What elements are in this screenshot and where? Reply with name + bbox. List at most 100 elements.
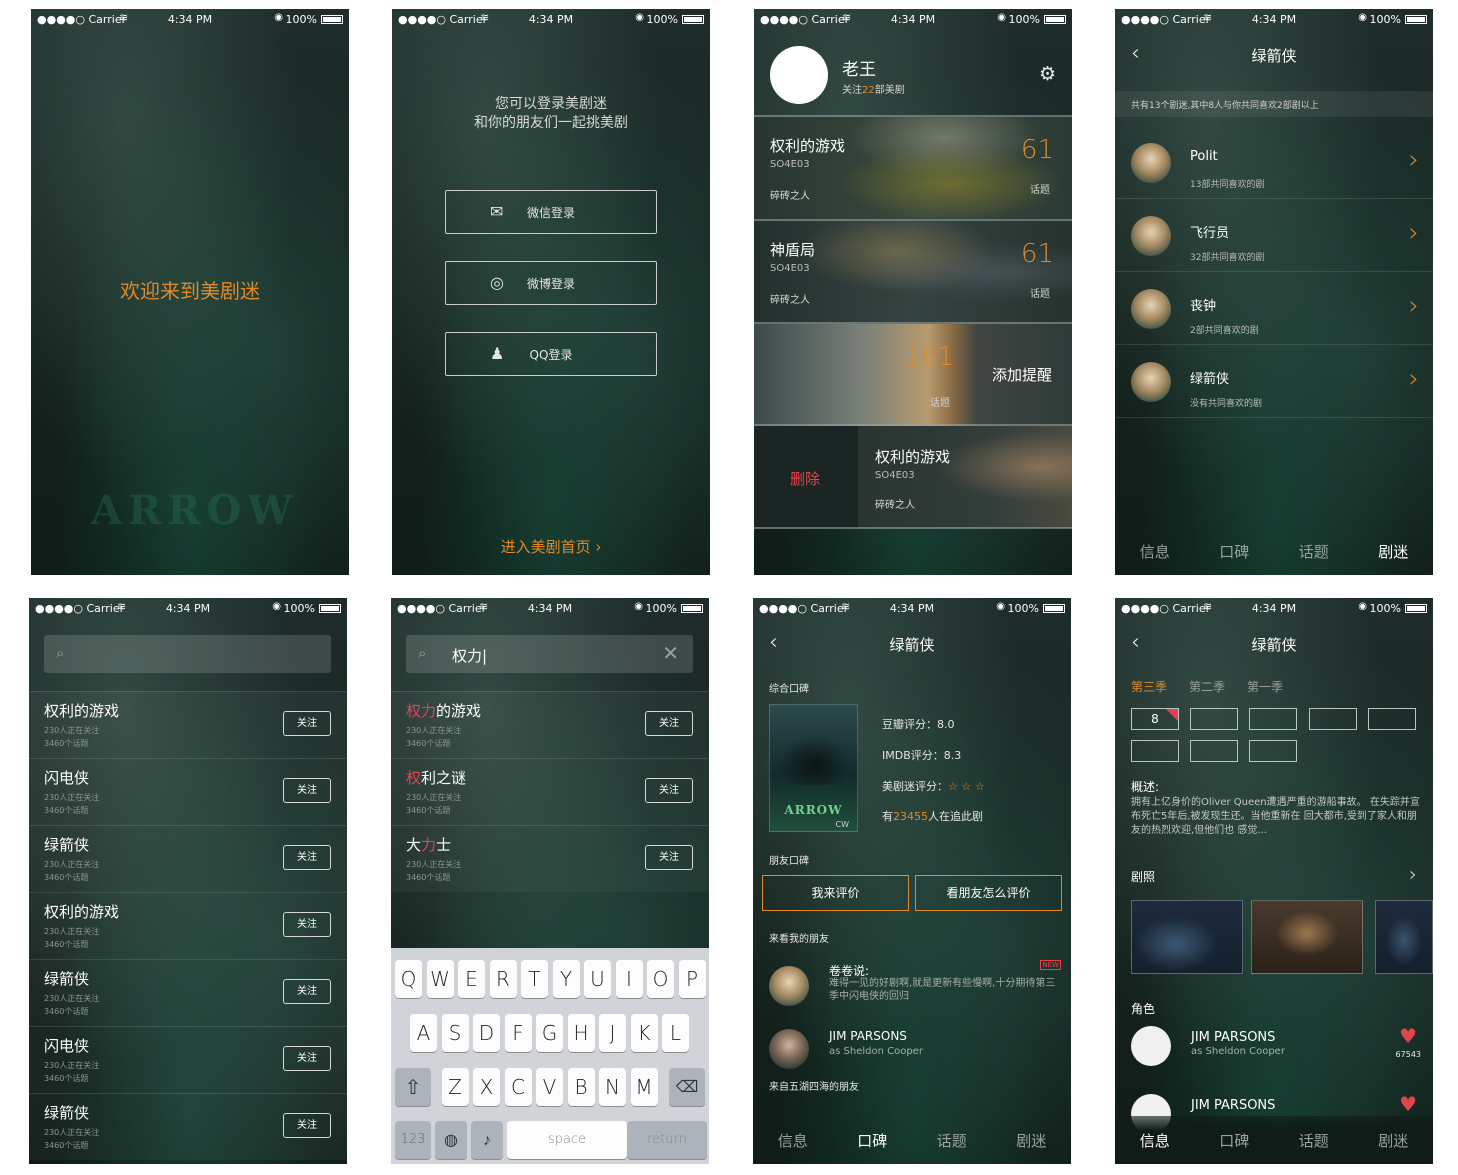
still-image[interactable] xyxy=(1251,900,1363,974)
enter-home-link[interactable]: 进入美剧首页 › xyxy=(392,536,710,557)
list-item[interactable]: 绿箭侠 230人正在关注 3460个话题 关注 xyxy=(29,1093,347,1160)
list-item[interactable]: 绿箭侠 230人正在关注 3460个话题 关注 xyxy=(29,959,347,1026)
fan-row[interactable]: 绿箭侠 没有共同喜欢的剧 › xyxy=(1115,346,1433,418)
key-d[interactable]: D xyxy=(473,1014,500,1052)
tab-info[interactable]: 信息 xyxy=(777,1131,808,1150)
episode-slot[interactable] xyxy=(1190,740,1238,762)
key-v[interactable]: V xyxy=(536,1068,563,1106)
list-item[interactable]: 闪电侠 230人正在关注 3460个话题 关注 xyxy=(29,1026,347,1093)
key-f[interactable]: F xyxy=(504,1014,532,1052)
cast-row[interactable]: JIM PARSONS as Sheldon Cooper ♥ 67543 xyxy=(1115,1024,1433,1076)
heart-icon[interactable]: ♥ xyxy=(1399,1092,1417,1116)
show-card-swiped-delete[interactable]: 删除 权利的游戏 SO4E03 碎砖之人 xyxy=(754,426,1072,528)
key-c[interactable]: C xyxy=(504,1068,532,1106)
episode-slot[interactable] xyxy=(1131,740,1179,762)
episode-slot[interactable] xyxy=(1309,708,1357,730)
fan-row[interactable]: 丧钟 2部共同喜欢的剧 › xyxy=(1115,273,1433,345)
key-k[interactable]: K xyxy=(630,1014,658,1052)
tab-season-3[interactable]: 第三季 xyxy=(1131,680,1168,694)
heart-icon[interactable]: ♥ xyxy=(1399,1024,1417,1048)
list-item[interactable]: 绿箭侠 230人正在关注 3460个话题 关注 xyxy=(29,825,347,892)
key-m[interactable]: M xyxy=(630,1068,658,1106)
follow-button[interactable]: 关注 xyxy=(283,711,331,736)
list-item[interactable]: 大力士 230人正在关注 3460个话题 关注 xyxy=(391,825,709,892)
back-icon[interactable]: ‹ xyxy=(1131,41,1140,66)
weibo-login-button[interactable]: ◎ 微博登录 xyxy=(445,261,657,305)
key-h[interactable]: H xyxy=(567,1014,595,1052)
key-e[interactable]: E xyxy=(458,960,485,998)
follow-button[interactable]: 关注 xyxy=(645,845,693,870)
fan-row[interactable]: 飞行员 32部共同喜欢的剧 › xyxy=(1115,200,1433,272)
add-reminder-button[interactable]: 添加提醒 xyxy=(991,366,1052,384)
tab-topics[interactable]: 话题 xyxy=(936,1131,967,1150)
rate-button[interactable]: 我来评价 xyxy=(762,875,909,911)
still-image[interactable] xyxy=(1131,900,1243,974)
friends-rating-button[interactable]: 看朋友怎么评价 xyxy=(915,875,1062,911)
tab-topics[interactable]: 话题 xyxy=(1298,542,1329,561)
tab-reviews[interactable]: 口碑 xyxy=(1219,542,1250,561)
back-icon[interactable]: ‹ xyxy=(769,630,778,655)
friend-review[interactable]: 卷卷说: 难得一见的好剧啊,就是更新有些慢啊,十分期待第三季中闪电侠的回归 NE… xyxy=(753,960,1071,1020)
key-w[interactable]: W xyxy=(426,960,454,998)
follow-button[interactable]: 关注 xyxy=(283,845,331,870)
key-t[interactable]: T xyxy=(521,960,548,998)
search-input[interactable]: ⌕ 权力| ✕ xyxy=(406,635,693,673)
show-card-swiped[interactable]: 161 话题 添加提醒 xyxy=(754,324,1072,426)
episode-slot[interactable] xyxy=(1249,740,1297,762)
list-item[interactable]: 权利的游戏 230人正在关注 3460个话题 关注 xyxy=(29,691,347,758)
tab-fans[interactable]: 剧迷 xyxy=(1378,542,1409,561)
list-item[interactable]: 权力的游戏 230人正在关注 3460个话题 关注 xyxy=(391,691,709,758)
delete-button[interactable]: 删除 xyxy=(790,470,821,488)
follow-button[interactable]: 关注 xyxy=(283,1113,331,1138)
fan-row[interactable]: Polit 13部共同喜欢的剧 › xyxy=(1115,127,1433,199)
key-l[interactable]: L xyxy=(662,1014,689,1052)
key-n[interactable]: N xyxy=(599,1068,626,1106)
return-key[interactable]: return xyxy=(627,1121,707,1159)
show-card[interactable]: 权利的游戏 SO4E03 碎砖之人 61 话题 xyxy=(754,117,1072,219)
numbers-key[interactable]: 123 xyxy=(395,1121,431,1159)
tab-fans[interactable]: 剧迷 xyxy=(1378,1131,1409,1150)
tab-info[interactable]: 信息 xyxy=(1139,542,1170,561)
key-p[interactable]: P xyxy=(678,960,706,998)
still-image[interactable] xyxy=(1375,900,1433,974)
tab-season-1[interactable]: 第一季 xyxy=(1247,680,1284,694)
qq-login-button[interactable]: ♟ QQ登录 xyxy=(445,332,657,376)
chevron-right-icon[interactable]: › xyxy=(1409,862,1417,886)
microphone-icon[interactable]: ♪ xyxy=(471,1121,503,1159)
key-y[interactable]: Y xyxy=(552,960,580,998)
avatar[interactable] xyxy=(770,46,828,104)
follow-button[interactable]: 关注 xyxy=(283,1046,331,1071)
key-x[interactable]: X xyxy=(473,1068,500,1106)
follow-button[interactable]: 关注 xyxy=(283,979,331,1004)
tab-topics[interactable]: 话题 xyxy=(1298,1131,1329,1150)
show-card[interactable]: 神盾局 SO4E03 碎砖之人 61 话题 xyxy=(754,221,1072,323)
list-item[interactable]: 闪电侠 230人正在关注 3460个话题 关注 xyxy=(29,758,347,825)
key-s[interactable]: S xyxy=(441,1014,469,1052)
episode-slot[interactable] xyxy=(1249,708,1297,730)
tab-fans[interactable]: 剧迷 xyxy=(1016,1131,1047,1150)
episode-current[interactable]: 8 xyxy=(1131,708,1179,730)
space-key[interactable]: space xyxy=(507,1121,627,1159)
tab-season-2[interactable]: 第二季 xyxy=(1189,680,1226,694)
follow-button[interactable]: 关注 xyxy=(283,778,331,803)
key-g[interactable]: G xyxy=(536,1014,563,1052)
tab-reviews[interactable]: 口碑 xyxy=(1219,1131,1250,1150)
gear-icon[interactable]: ⚙ xyxy=(1038,63,1056,85)
clear-icon[interactable]: ✕ xyxy=(662,641,679,665)
key-u[interactable]: U xyxy=(584,960,611,998)
follow-button[interactable]: 关注 xyxy=(283,912,331,937)
follow-button[interactable]: 关注 xyxy=(645,711,693,736)
key-i[interactable]: I xyxy=(615,960,643,998)
globe-icon[interactable]: ◍ xyxy=(435,1121,467,1159)
wechat-login-button[interactable]: ✉ 微信登录 xyxy=(445,190,657,234)
tab-info[interactable]: 信息 xyxy=(1139,1131,1170,1150)
key-o[interactable]: O xyxy=(647,960,674,998)
key-q[interactable]: Q xyxy=(395,960,422,998)
follow-button[interactable]: 关注 xyxy=(645,778,693,803)
key-a[interactable]: A xyxy=(410,1014,437,1052)
key-b[interactable]: B xyxy=(567,1068,595,1106)
key-r[interactable]: R xyxy=(489,960,517,998)
tab-reviews[interactable]: 口碑 xyxy=(857,1131,888,1150)
episode-slot[interactable] xyxy=(1190,708,1238,730)
episode-slot[interactable] xyxy=(1368,708,1416,730)
